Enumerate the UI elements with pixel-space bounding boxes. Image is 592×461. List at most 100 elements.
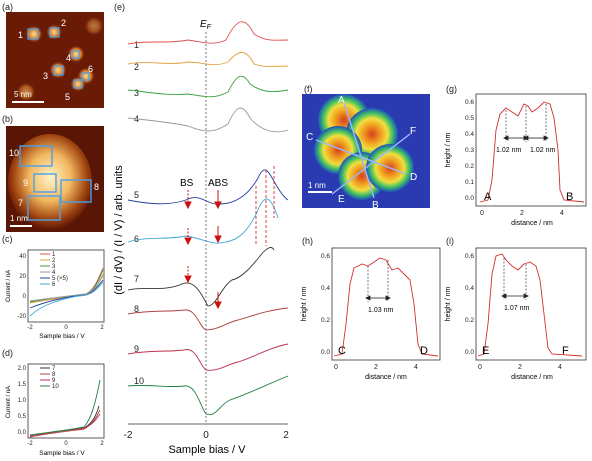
panel-c-label: (c) (2, 234, 13, 244)
c-legend-2: 2 (52, 258, 56, 264)
panel-d-iv-plot: 2.0 1.5 1.0 0.5 0.0 -2 0 2 Sample bias /… (6, 363, 105, 457)
panel-h-height-profile: 0.6 0.4 0.2 0.0 0 2 4 distance / nm heig… (301, 247, 441, 381)
h-start-label: C (338, 345, 346, 357)
e-xtick-m2: -2 (124, 430, 133, 441)
g-xtick-0: 0 (480, 210, 484, 217)
e-curve-8 (127, 307, 289, 331)
c-xtick-m2: -2 (27, 325, 33, 331)
h-ytick-0.0: 0.0 (321, 349, 330, 356)
stm-marker-9: 9 (23, 178, 28, 188)
c-ytick-20: 20 (19, 274, 26, 280)
i-ytick-0.6: 0.6 (465, 253, 474, 260)
e-curve-label-8: 8 (134, 304, 139, 314)
g-ytick-0.0: 0.0 (465, 195, 474, 202)
panel-i-height-profile: 0.6 0.4 0.2 0.0 0 2 4 distance / nm heig… (445, 247, 587, 381)
i-annotation: 1.07 nm (504, 305, 529, 312)
f-point-B: B (372, 200, 379, 208)
g-annotation-2: 1.02 nm (530, 147, 555, 154)
d-legend-9: 9 (52, 378, 56, 384)
c-xlabel: Sample bias / V (39, 333, 85, 340)
e-curve-label-9: 9 (134, 344, 139, 354)
f-point-C: C (306, 132, 313, 143)
c-ytick-0: 0 (23, 294, 27, 300)
stm-marker-7: 7 (18, 198, 23, 208)
g-ytick-0.2: 0.2 (465, 163, 474, 170)
g-xtick-2: 2 (520, 210, 524, 217)
c-legend-1: 1 (52, 252, 56, 258)
e-curve-10 (127, 375, 289, 416)
d-ytick-0: 0.0 (18, 430, 27, 436)
c-ylabel: Current / nA (6, 270, 12, 302)
panel-b-scale-bar: 1 nm (10, 214, 28, 223)
stm-marker-1: 1 (18, 30, 23, 40)
panel-e-spectra: (dI / dV) / (I / V) / arb. units -2 0 2 … (113, 19, 289, 456)
h-ylabel: height / nm (301, 287, 308, 322)
c-xtick-2: 2 (100, 325, 104, 331)
d-legend-7: 7 (52, 366, 56, 372)
i-start-label: E (482, 345, 489, 357)
d-xlabel: Sample bias / V (39, 450, 85, 457)
e-xlabel: Sample bias / V (168, 444, 246, 456)
d-ytick-0.5: 0.5 (18, 414, 27, 420)
panel-i-label: (i) (446, 236, 454, 246)
g-xlabel: distance / nm (511, 220, 553, 227)
h-xlabel: distance / nm (365, 374, 407, 381)
panel-f-scale-bar: 1 nm (308, 181, 326, 190)
stm-marker-8: 8 (94, 182, 99, 192)
g-xtick-4: 4 (560, 210, 564, 217)
stm-marker-2: 2 (61, 18, 66, 28)
panel-b-label: (b) (2, 114, 13, 124)
stm-marker-10: 10 (9, 148, 19, 158)
e-curve-label-1: 1 (134, 40, 139, 50)
e-curve-7 (127, 247, 275, 307)
e-bs-label: BS (180, 178, 194, 189)
i-xtick-0: 0 (478, 364, 482, 371)
e-curve-label-7: 7 (134, 274, 139, 284)
i-ytick-0.4: 0.4 (465, 285, 474, 292)
f-point-E: E (338, 194, 345, 205)
c-legend-5: 5 (×5) (52, 276, 68, 282)
h-ytick-0.6: 0.6 (321, 253, 330, 260)
i-xlabel: distance / nm (511, 374, 553, 381)
d-xtick-2: 2 (100, 441, 104, 447)
e-ylabel: (dI / dV) / (I / V) / arb. units (113, 165, 125, 295)
panel-a-label: (a) (2, 2, 13, 12)
e-curve-label-5: 5 (134, 190, 139, 200)
stm-marker-3: 3 (43, 71, 48, 81)
stm-marker-4: 4 (66, 53, 71, 63)
panel-d-label: (d) (2, 348, 13, 358)
panel-g-height-profile: 0.6 0.5 0.4 0.3 0.2 0.1 0.0 0 2 4 distan… (445, 93, 587, 227)
g-ylabel: height / nm (445, 133, 452, 168)
h-annotation: 1.03 nm (368, 307, 393, 314)
d-legend-8: 8 (52, 372, 56, 378)
e-curve-9 (127, 343, 289, 371)
panel-g-label: (g) (446, 84, 457, 94)
panel-b-stm-image: 10 9 8 7 1 nm (6, 126, 104, 232)
e-abs-label: ABS (208, 178, 228, 189)
d-ytick-1.5: 1.5 (18, 382, 27, 388)
i-xtick-2: 2 (518, 364, 522, 371)
h-ytick-0.4: 0.4 (321, 285, 330, 292)
f-point-F: F (410, 126, 416, 137)
d-xtick-0: 0 (64, 441, 68, 447)
g-ytick-0.5: 0.5 (465, 115, 474, 122)
e-curve-3 (127, 75, 289, 98)
f-point-A: A (338, 95, 345, 106)
g-ytick-0.4: 0.4 (465, 131, 474, 138)
panel-f-molecule-image: A C F D E B 1 nm (302, 94, 430, 208)
g-ytick-0.6: 0.6 (465, 99, 474, 106)
h-ytick-0.2: 0.2 (321, 317, 330, 324)
g-ytick-0.3: 0.3 (465, 147, 474, 154)
e-curve-5 (127, 169, 289, 205)
e-curve-label-2: 2 (134, 62, 139, 72)
e-curve-label-6: 6 (134, 234, 139, 244)
e-curve-4 (127, 107, 289, 133)
i-ytick-0.2: 0.2 (465, 317, 474, 324)
c-legend-4: 4 (52, 270, 56, 276)
e-ef-label: EF (200, 19, 212, 31)
stm-marker-5: 5 (65, 92, 70, 102)
e-curve-6 (127, 198, 279, 244)
h-xtick-2: 2 (374, 364, 378, 371)
stm-marker-6: 6 (88, 64, 93, 74)
panel-a-scale-bar: 5 nm (14, 90, 32, 99)
